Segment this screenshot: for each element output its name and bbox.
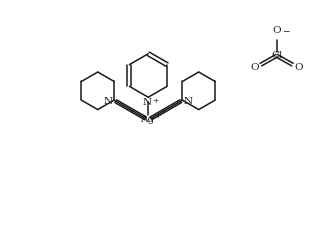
Text: +: + [152, 97, 158, 105]
Text: Cl: Cl [271, 51, 282, 60]
Text: O: O [251, 63, 259, 72]
Text: N: N [184, 97, 193, 106]
Text: Ag: Ag [140, 116, 154, 125]
Text: −: − [282, 26, 289, 35]
Text: O: O [272, 26, 281, 35]
Text: +: + [154, 112, 160, 120]
Text: O: O [294, 63, 303, 72]
Text: N: N [143, 98, 152, 107]
Text: N: N [104, 97, 113, 106]
